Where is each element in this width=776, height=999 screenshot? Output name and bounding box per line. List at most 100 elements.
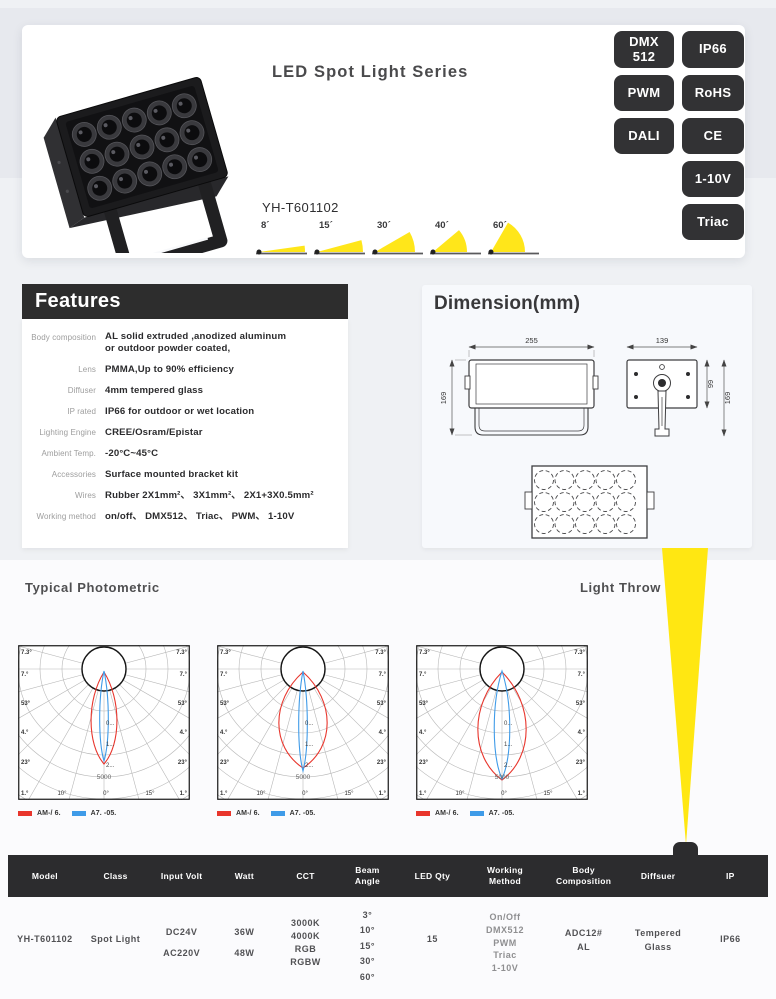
col-led-qty: LED Qty [398, 855, 467, 897]
legend-red-swatch [416, 811, 430, 816]
cell-model: YH-T601102 [17, 934, 73, 944]
svg-text:2...: 2... [504, 763, 513, 769]
svg-text:0°: 0° [302, 791, 308, 797]
cell-cct: 3000K 4000K RGB RGBW [290, 918, 321, 968]
svg-text:10°: 10° [455, 791, 465, 797]
svg-text:1.°: 1.° [180, 791, 188, 797]
svg-text:1...: 1... [106, 742, 115, 748]
badge-rohs: RoHS [682, 75, 744, 111]
badge-column-right: IP66 RoHS CE 1-10V Triac [682, 31, 744, 240]
beam-angle-label: 30´ [377, 220, 391, 231]
legend-label: A7. -05. [488, 810, 515, 817]
svg-text:7.°: 7.° [180, 672, 188, 678]
svg-text:4.°: 4.° [180, 730, 188, 736]
svg-text:23°: 23° [419, 760, 429, 766]
badge-column-left: DMX 512 PWM DALI [614, 31, 674, 154]
cell-led-qty: 15 [426, 934, 438, 944]
badge-dmx512: DMX 512 [614, 31, 674, 68]
col-class: Class [81, 855, 150, 897]
product-photo [43, 77, 229, 253]
beam-angle-icon: 60´ [486, 219, 543, 259]
svg-text:4.°: 4.° [419, 730, 427, 736]
dimension-section-title: Dimension(mm) [434, 293, 581, 314]
bottom-view-leds [534, 470, 636, 534]
legend-label: AM-/ 6. [435, 810, 459, 817]
col-working-method: Working Method [466, 855, 544, 897]
feature-label: Wires [75, 491, 96, 501]
svg-text:7.°: 7.° [419, 672, 427, 678]
beam-angle-label: 15´ [319, 220, 333, 231]
svg-text:4.°: 4.° [379, 730, 387, 736]
feature-value: on/off、 DMX512、 Triac、 PWM、 1-10V [105, 510, 295, 522]
svg-text:23°: 23° [21, 760, 31, 766]
svg-text:2...: 2... [305, 763, 314, 769]
col-body-composition: Body Composition [543, 855, 624, 897]
badge-triac: Triac [682, 204, 744, 240]
beam-angle-icons: 8´ 15´ 30´ 40´ 60´ [254, 219, 543, 259]
badge-ce-mark: CE [682, 118, 744, 154]
svg-text:0...: 0... [106, 721, 115, 727]
svg-text:5000: 5000 [296, 774, 311, 781]
svg-text:4.°: 4.° [21, 730, 29, 736]
bottom-view [524, 465, 655, 539]
svg-text:15°: 15° [543, 791, 553, 797]
legend-label: A7. -05. [90, 810, 117, 817]
plot-legend: AM-/ 6. A7. -05. [18, 810, 190, 817]
svg-text:7.3°: 7.3° [419, 650, 430, 656]
col-watt: Watt [213, 855, 275, 897]
svg-text:23°: 23° [377, 760, 387, 766]
svg-text:4.°: 4.° [578, 730, 586, 736]
legend-blue-swatch [469, 811, 484, 816]
cell-watt: 36W 48W [234, 927, 255, 959]
feature-value: IP66 for outdoor or wet location [105, 405, 255, 417]
svg-text:23°: 23° [178, 760, 188, 766]
dim-front-width: 255 [525, 336, 538, 345]
product-header-card: LED Spot Light Series YH-T601102 8´ 15´ … [22, 25, 745, 258]
svg-text:7.3°: 7.3° [176, 650, 187, 656]
feature-label: Ambient Temp. [41, 449, 96, 459]
svg-text:53°: 53° [178, 701, 188, 707]
svg-text:53°: 53° [419, 701, 429, 707]
svg-text:15°: 15° [344, 791, 354, 797]
feature-label: Accessories [51, 470, 96, 480]
cell-diffuser: Tempered Glass [634, 928, 682, 952]
light-throw-beam [662, 548, 708, 845]
legend-blue-swatch [71, 811, 86, 816]
front-view [464, 359, 599, 436]
spec-table-header: Model Class Input Volt Watt CCT Beam Ang… [8, 855, 768, 897]
dim-side-width: 139 [656, 336, 669, 345]
col-input-volt: Input Volt [149, 855, 214, 897]
svg-text:1.°: 1.° [419, 791, 427, 797]
feature-value: 4mm tempered glass [105, 384, 204, 396]
svg-text:1.°: 1.° [379, 791, 387, 797]
beam-angle-label: 8´ [261, 220, 270, 231]
beam-angle-icon: 30´ [370, 219, 427, 259]
col-model: Model [8, 855, 82, 897]
features-list: Body composition AL solid extruded ,anod… [22, 319, 348, 523]
beam-angle-label: 60´ [493, 220, 507, 231]
svg-text:23°: 23° [576, 760, 586, 766]
svg-text:4.°: 4.° [220, 730, 228, 736]
svg-text:1...: 1... [305, 742, 314, 748]
legend-label: AM-/ 6. [236, 810, 260, 817]
svg-text:7.3°: 7.3° [375, 650, 386, 656]
svg-text:1...: 1... [504, 742, 513, 748]
photometric-plot-1: 7.3° 7.3° 7.° 7.° 53° 53° 4.° 4.° 23° 23° 1.° 1.° 0.… [0, 516, 284, 849]
product-model: YH-T601102 [262, 200, 339, 215]
badge-pwm: PWM [614, 75, 674, 111]
svg-text:0°: 0° [501, 791, 507, 797]
beam-angle-icon: 15´ [312, 219, 369, 259]
photometric-plot-2: 7.3° 7.3° 7.° 7.° 53° 53° 4.° 4.° 23° 23° 1.° 1.° 0.… [123, 516, 483, 849]
col-beam-angle: Beam Angle [336, 855, 399, 897]
svg-text:0...: 0... [504, 721, 513, 727]
svg-text:53°: 53° [220, 701, 230, 707]
badge-ip66: IP66 [682, 31, 744, 68]
svg-text:1.°: 1.° [220, 791, 228, 797]
svg-text:7.3°: 7.3° [220, 650, 231, 656]
cell-beam-angle: 3° 10° 15° 30° 60° [359, 910, 375, 982]
svg-text:7.°: 7.° [21, 672, 29, 678]
legend-label: A7. -05. [289, 810, 316, 817]
legend-red-swatch [217, 811, 231, 816]
photometric-plot-3: 7.3° 7.3° 7.° 7.° 53° 53° 4.° 4.° 23° 23° 1.° 1.° 0.… [322, 516, 682, 849]
svg-text:53°: 53° [21, 701, 31, 707]
